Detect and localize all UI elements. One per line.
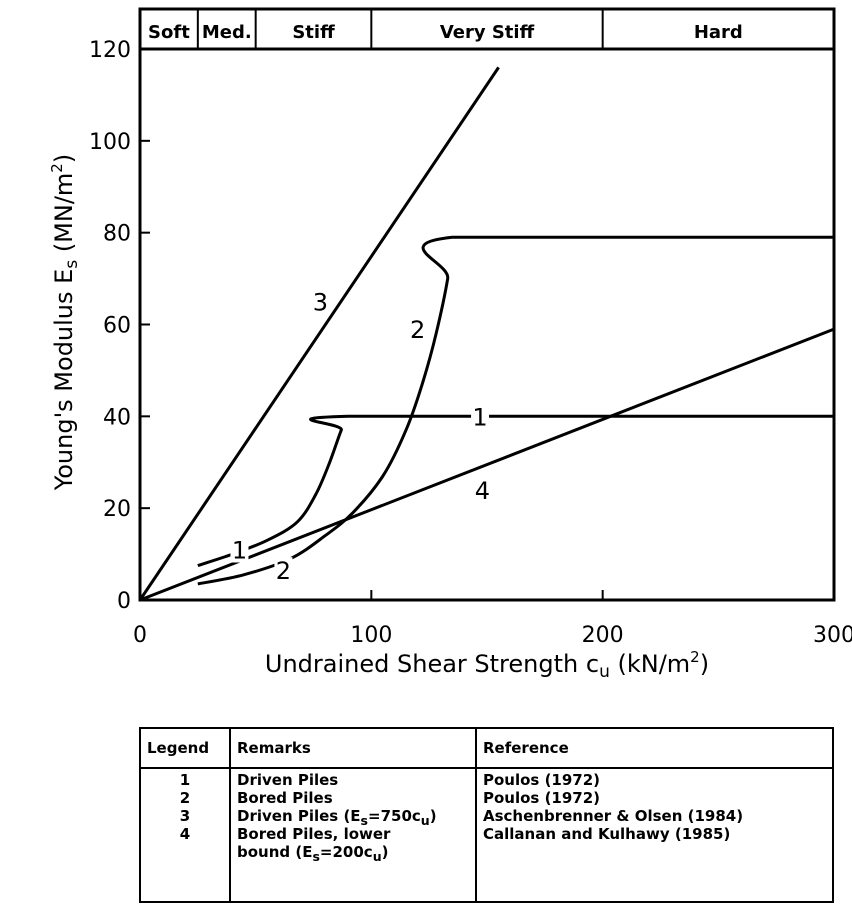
y-tick-label: 0 (117, 589, 131, 614)
curve-label: 3 (313, 289, 328, 317)
y-tick-label: 20 (103, 497, 131, 522)
axis-ticks: 0 100 200 300 0 20 40 60 80 100 120 (89, 38, 852, 648)
x-tick-label: 0 (133, 623, 147, 648)
consistency-band-strip: Soft Med. Stiff Very Stiff Hard (140, 9, 834, 51)
plot-frame (138, 7, 836, 602)
legend-table-body-row: 1 2 3 4 Driven Piles Bored Piles Driven … (139, 767, 834, 903)
curve-label: 1 (232, 536, 247, 564)
band-label: Stiff (292, 22, 335, 43)
curve-label-backdrop (311, 288, 330, 315)
curve-labels: 1 1 2 2 3 4 (230, 288, 492, 585)
curve-label-backdrop (471, 403, 490, 430)
curve-label-backdrop (274, 557, 293, 584)
x-tick-label: 300 (813, 623, 852, 648)
y-tick-label: 80 (103, 222, 131, 247)
x-axis-label: Undrained Shear Strength cu (kN/m2) (265, 648, 709, 682)
curve-label: 4 (475, 477, 490, 505)
remark-bound-200: bound (Es=200cu) (237, 843, 389, 864)
y-tick-label: 40 (103, 405, 131, 430)
y-tick-label: 120 (89, 38, 131, 63)
legend-number: 1 (179, 771, 191, 789)
curve-label-backdrop (473, 476, 492, 503)
y-axis-label: Young's Modulus Es (MN/m2) (48, 154, 82, 491)
remark-driven-piles: Driven Piles (237, 771, 339, 789)
band-label: Very Stiff (440, 22, 535, 43)
legend-table-header-row: Legend Remarks Reference (139, 727, 834, 769)
reference-text: Poulos (1972) (483, 771, 601, 789)
series-line-1 (197, 414, 834, 568)
series-line-3 (138, 66, 500, 601)
curve-label: 1 (472, 403, 487, 431)
reference-text: Callanan and Kulhawy (1985) (483, 825, 731, 843)
legend-number: 2 (179, 789, 191, 807)
x-tick-label: 100 (350, 623, 392, 648)
curve-label: 2 (410, 316, 425, 344)
chart: Soft Med. Stiff Very Stiff Hard 0 100 200 300 0 2… (48, 7, 852, 682)
series-line-2 (197, 235, 834, 586)
legend-column-header: Legend (139, 727, 231, 769)
legend-numbers-cell: 1 2 3 4 (139, 767, 231, 903)
curve-label-backdrop (408, 316, 427, 343)
series-layer (138, 66, 835, 602)
remarks-cell: Driven Piles Bored Piles Driven Piles (E… (229, 767, 477, 903)
band-label: Hard (694, 22, 743, 43)
remark-bored-piles: Bored Piles (237, 789, 333, 807)
legend-number: 3 (179, 807, 191, 825)
reference-column-header: Reference (475, 727, 834, 769)
remark-bored-piles-lower: Bored Piles, lower (237, 825, 391, 843)
y-tick-label: 60 (103, 314, 131, 339)
references-cell: Poulos (1972) Poulos (1972) Aschenbrenne… (475, 767, 834, 903)
y-tick-label: 100 (89, 130, 131, 155)
series-line-4 (139, 327, 835, 602)
curve-label-backdrop (230, 536, 249, 563)
remark-driven-piles-750: Driven Piles (Es=750cu) (237, 807, 437, 828)
curve-label: 2 (276, 557, 291, 585)
reference-text: Aschenbrenner & Olsen (1984) (483, 807, 744, 825)
legend-number: 4 (179, 825, 191, 843)
band-label: Soft (148, 22, 190, 43)
legend-table: Legend Remarks Reference 1 2 3 4 Driven … (139, 727, 834, 903)
remarks-column-header: Remarks (229, 727, 477, 769)
reference-text: Poulos (1972) (483, 789, 601, 807)
x-tick-label: 200 (582, 623, 624, 648)
band-label: Med. (202, 22, 252, 43)
